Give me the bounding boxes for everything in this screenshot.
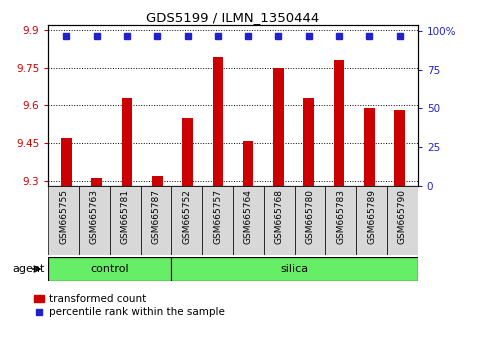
Text: GSM665790: GSM665790 [398,189,407,244]
Bar [364,108,375,186]
Bar [202,186,233,255]
Text: agent: agent [12,264,44,274]
Text: GSM665789: GSM665789 [367,189,376,244]
Bar [171,257,418,281]
Bar [356,186,387,255]
Bar [264,186,295,255]
Bar [171,186,202,255]
Bar [233,186,264,255]
Text: silica: silica [281,264,309,274]
Text: GSM665752: GSM665752 [183,189,191,244]
Bar [152,176,163,186]
Bar [79,186,110,255]
Text: GSM665755: GSM665755 [59,189,68,244]
Bar [213,57,223,186]
Bar [273,68,284,186]
Bar [295,186,326,255]
Text: GSM665780: GSM665780 [306,189,314,244]
Bar [122,98,132,186]
Title: GDS5199 / ILMN_1350444: GDS5199 / ILMN_1350444 [146,11,320,24]
Bar [48,186,79,255]
Bar [334,60,344,186]
Bar [243,141,254,186]
Text: GSM665763: GSM665763 [90,189,99,244]
Text: GSM665757: GSM665757 [213,189,222,244]
Bar [110,186,141,255]
Text: GSM665764: GSM665764 [244,189,253,244]
Bar [48,257,171,281]
Bar [303,98,314,186]
Bar [387,186,418,255]
Legend: transformed count, percentile rank within the sample: transformed count, percentile rank withi… [29,290,229,322]
Bar [182,118,193,186]
Bar [91,178,102,186]
Text: GSM665787: GSM665787 [152,189,160,244]
Text: GSM665783: GSM665783 [336,189,345,244]
Bar [61,138,72,186]
Bar [394,110,405,186]
Bar [141,186,171,255]
Text: GSM665768: GSM665768 [275,189,284,244]
Text: GSM665781: GSM665781 [121,189,130,244]
Text: control: control [91,264,129,274]
Bar [326,186,356,255]
